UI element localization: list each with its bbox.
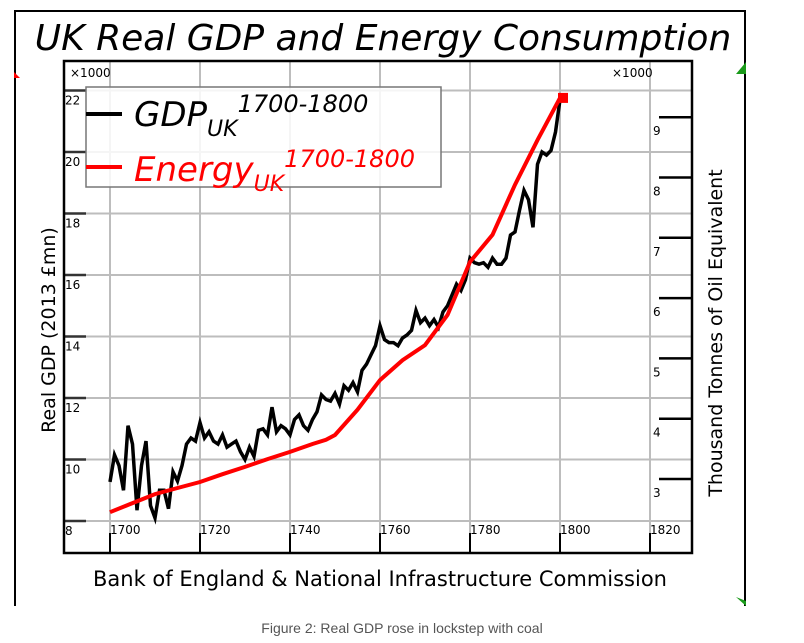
x-tick-label: 1700 bbox=[110, 523, 141, 537]
legend-gdp-base: GDP bbox=[134, 95, 208, 135]
left-tick-label: 16 bbox=[65, 278, 80, 292]
corner-mark-top-left bbox=[14, 72, 20, 78]
right-multiplier-label: ×1000 bbox=[612, 66, 653, 80]
x-axis: 1700 1720 1740 1760 1780 1800 1820 bbox=[109, 523, 681, 553]
left-tick-label: 12 bbox=[65, 401, 80, 415]
left-tick-label: 8 bbox=[65, 524, 73, 538]
chart-title: UK Real GDP and Energy Consumption bbox=[35, 18, 732, 59]
x-axis-label: Bank of England & National Infrastructur… bbox=[93, 567, 667, 591]
legend-gdp-sup: 1700-1800 bbox=[238, 90, 369, 118]
x-tick-label: 1760 bbox=[380, 523, 411, 537]
right-tick-label: 9 bbox=[653, 124, 661, 138]
legend-energy-base: Energy bbox=[134, 150, 255, 190]
y-axis-right-label: Thousand Tonnes of Oil Equivalent bbox=[705, 169, 727, 497]
left-tick-label: 22 bbox=[65, 94, 80, 108]
legend-box bbox=[85, 86, 442, 188]
right-tick-label: 4 bbox=[653, 426, 661, 440]
figure-caption: Figure 2: Real GDP rose in lockstep with… bbox=[261, 620, 543, 636]
chart-frame bbox=[14, 10, 746, 606]
left-tick-label: 10 bbox=[65, 463, 80, 477]
legend-label-gdp: GDPUK1700-1800 bbox=[134, 90, 368, 142]
plot-border bbox=[62, 59, 694, 555]
legend-energy-sub: UK bbox=[254, 172, 286, 197]
corner-mark-bottom-right bbox=[736, 597, 746, 606]
energy-end-marker bbox=[558, 92, 568, 103]
right-tick-label: 6 bbox=[653, 305, 661, 319]
legend: GDPUK1700-1800 EnergyUK1700-1800 bbox=[85, 86, 442, 197]
x-tick-label: 1720 bbox=[200, 523, 231, 537]
legend-label-energy: EnergyUK1700-1800 bbox=[134, 145, 415, 197]
right-tick-label: 3 bbox=[653, 486, 661, 500]
left-tick-label: 14 bbox=[65, 340, 80, 354]
right-tick-label: 5 bbox=[653, 365, 661, 379]
x-tick-label: 1820 bbox=[650, 523, 681, 537]
y-axis-left-label: Real GDP (2013 £mn) bbox=[38, 227, 60, 433]
corner-mark-top-right bbox=[736, 62, 746, 74]
legend-gdp-sub: UK bbox=[207, 117, 239, 142]
right-axis: 3 4 5 6 7 8 9 bbox=[653, 115, 692, 500]
right-tick-label: 7 bbox=[653, 245, 661, 259]
left-tick-label: 20 bbox=[65, 155, 80, 169]
left-axis: 8 10 12 14 16 18 20 22 bbox=[64, 89, 86, 538]
right-tick-label: 8 bbox=[653, 185, 661, 199]
x-tick-label: 1780 bbox=[470, 523, 501, 537]
x-tick-label: 1800 bbox=[560, 523, 591, 537]
left-multiplier-label: ×1000 bbox=[70, 66, 111, 80]
series-layer bbox=[108, 92, 568, 525]
x-tick-label: 1740 bbox=[290, 523, 321, 537]
energy-line bbox=[109, 96, 562, 515]
left-tick-label: 18 bbox=[65, 217, 80, 231]
legend-energy-sup: 1700-1800 bbox=[284, 145, 415, 173]
